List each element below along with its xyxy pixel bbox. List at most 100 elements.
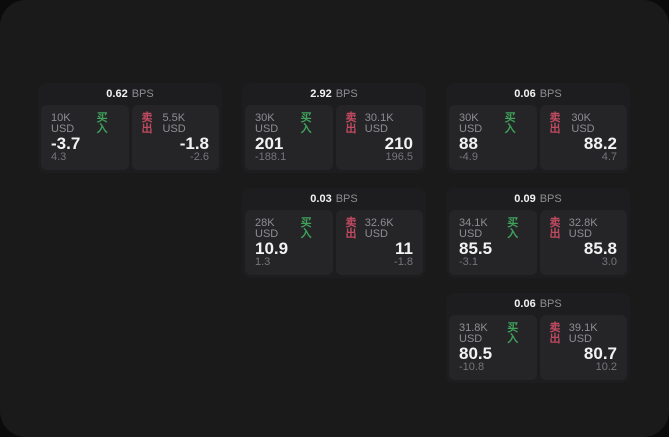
buy-delta: -188.1 (255, 151, 287, 163)
spread-header: 0.09 BPS (446, 188, 630, 210)
sell-price: 80.7 (583, 344, 617, 363)
spread-unit-label: BPS (335, 193, 358, 205)
quote-panels: 30K USD 买入 88 -4.9 卖出 30K USD 88.2 4.7 (446, 105, 630, 173)
sell-amount: 32.6K USD (364, 217, 394, 240)
buy-side-label: 买入 (300, 112, 312, 135)
quote-panels: 31.8K USD 买入 80.5 -10.8 卖出 39.1K USD 80.… (446, 315, 630, 383)
buy-amount: 30K USD (459, 112, 483, 135)
buy-side-label: 买入 (300, 217, 312, 240)
sell-amount: 5.5K USD (162, 112, 186, 135)
buy-amount: 34.1K USD (459, 217, 488, 240)
buy-panel-header: 10K USD 买入 (51, 113, 119, 135)
sell-side-label: 卖出 (345, 112, 357, 135)
sell-quote-panel[interactable]: 卖出 32.8K USD 85.8 3.0 (539, 210, 627, 275)
spread-value: 2.92 (310, 88, 332, 100)
sell-panel-header: 卖出 30.1K USD (346, 113, 414, 135)
sell-side-label: 卖出 (345, 217, 357, 240)
sell-quote-panel[interactable]: 卖出 30K USD 88.2 4.7 (539, 105, 627, 170)
sell-delta: -1.8 (394, 256, 413, 268)
buy-panel-header: 31.8K USD 买入 (459, 323, 527, 345)
buy-panel-header: 30K USD 买入 (459, 113, 527, 135)
buy-panel-header: 34.1K USD 买入 (459, 218, 527, 240)
buy-side-label: 买入 (507, 322, 519, 345)
quote-card-1: 0.62 BPS 10K USD 买入 -3.7 4.3 卖出 5.5K USD (38, 83, 222, 173)
sell-price: 88.2 (583, 134, 617, 153)
buy-price: 10.9 (255, 239, 289, 258)
buy-side-label: 买入 (507, 217, 519, 240)
buy-delta: 4.3 (51, 151, 67, 163)
buy-delta: 1.3 (255, 256, 271, 268)
spread-value: 0.03 (310, 193, 332, 205)
sell-price: 11 (395, 239, 413, 258)
quote-card-6: 0.06 BPS 31.8K USD 买入 80.5 -10.8 卖出 39.1… (446, 293, 630, 383)
sell-side-label: 卖出 (549, 112, 561, 135)
sell-amount: 30.1K USD (364, 112, 394, 135)
buy-quote-panel[interactable]: 28K USD 买入 10.9 1.3 (245, 210, 333, 275)
sell-panel-header: 卖出 30K USD (550, 113, 618, 135)
buy-panel-header: 28K USD 买入 (255, 218, 323, 240)
buy-panel-header: 30K USD 买入 (255, 113, 323, 135)
sell-panel-header: 卖出 39.1K USD (550, 323, 618, 345)
sell-delta: 4.7 (601, 151, 617, 163)
spread-value: 0.06 (514, 298, 536, 310)
sell-amount: 39.1K USD (568, 322, 598, 345)
sell-delta: -2.6 (190, 151, 209, 163)
spread-unit-label: BPS (539, 88, 562, 100)
buy-quote-panel[interactable]: 10K USD 买入 -3.7 4.3 (41, 105, 129, 170)
sell-quote-panel[interactable]: 卖出 5.5K USD -1.8 -2.6 (131, 105, 219, 170)
sell-panel-header: 卖出 5.5K USD (142, 113, 210, 135)
buy-side-label: 买入 (504, 112, 516, 135)
buy-amount: 31.8K USD (459, 322, 488, 345)
quote-card-5: 0.09 BPS 34.1K USD 买入 85.5 -3.1 卖出 32.8K… (446, 188, 630, 278)
sell-panel-header: 卖出 32.8K USD (550, 218, 618, 240)
sell-amount: 32.8K USD (568, 217, 598, 240)
quote-card-2: 2.92 BPS 30K USD 买入 201 -188.1 卖出 30.1K … (242, 83, 426, 173)
spread-value: 0.62 (106, 88, 128, 100)
sell-quote-panel[interactable]: 卖出 30.1K USD 210 196.5 (335, 105, 423, 170)
buy-delta: -3.1 (459, 256, 478, 268)
spread-header: 0.62 BPS (38, 83, 222, 105)
quote-card-4: 0.03 BPS 28K USD 买入 10.9 1.3 卖出 32.6K US… (242, 188, 426, 278)
buy-price: 201 (255, 134, 284, 153)
sell-delta: 196.5 (385, 151, 413, 163)
sell-quote-panel[interactable]: 卖出 32.6K USD 11 -1.8 (335, 210, 423, 275)
buy-delta: -4.9 (459, 151, 478, 163)
spread-unit-label: BPS (539, 193, 562, 205)
spread-header: 0.06 BPS (446, 83, 630, 105)
sell-panel-header: 卖出 32.6K USD (346, 218, 414, 240)
buy-amount: 28K USD (255, 217, 279, 240)
spread-value: 0.09 (514, 193, 536, 205)
quote-panels: 30K USD 买入 201 -188.1 卖出 30.1K USD 210 1… (242, 105, 426, 173)
buy-delta: -10.8 (459, 361, 485, 373)
spread-header: 0.06 BPS (446, 293, 630, 315)
buy-quote-panel[interactable]: 34.1K USD 买入 85.5 -3.1 (449, 210, 537, 275)
quote-cards-grid: 0.62 BPS 10K USD 买入 -3.7 4.3 卖出 5.5K USD (38, 83, 630, 383)
buy-amount: 10K USD (51, 112, 75, 135)
spread-header: 2.92 BPS (242, 83, 426, 105)
buy-price: 85.5 (459, 239, 493, 258)
quote-panels: 34.1K USD 买入 85.5 -3.1 卖出 32.8K USD 85.8… (446, 210, 630, 278)
buy-quote-panel[interactable]: 30K USD 买入 201 -188.1 (245, 105, 333, 170)
buy-quote-panel[interactable]: 30K USD 买入 88 -4.9 (449, 105, 537, 170)
sell-price: 210 (384, 134, 413, 153)
quote-panels: 10K USD 买入 -3.7 4.3 卖出 5.5K USD -1.8 -2.… (38, 105, 222, 173)
sell-amount: 30K USD (571, 112, 595, 135)
buy-price: -3.7 (51, 134, 81, 153)
sell-price: -1.8 (179, 134, 209, 153)
spread-unit-label: BPS (539, 298, 562, 310)
sell-price: 85.8 (583, 239, 617, 258)
sell-side-label: 卖出 (549, 217, 561, 240)
sell-delta: 3.0 (601, 256, 617, 268)
buy-amount: 30K USD (255, 112, 279, 135)
quote-card-3: 0.06 BPS 30K USD 买入 88 -4.9 卖出 30K USD (446, 83, 630, 173)
sell-delta: 10.2 (595, 361, 617, 373)
buy-price: 88 (459, 134, 478, 153)
sell-side-label: 卖出 (549, 322, 561, 345)
spread-unit-label: BPS (335, 88, 358, 100)
buy-quote-panel[interactable]: 31.8K USD 买入 80.5 -10.8 (449, 315, 537, 380)
spread-value: 0.06 (514, 88, 536, 100)
sell-quote-panel[interactable]: 卖出 39.1K USD 80.7 10.2 (539, 315, 627, 380)
spread-unit-label: BPS (131, 88, 154, 100)
sell-side-label: 卖出 (141, 112, 153, 135)
spread-header: 0.03 BPS (242, 188, 426, 210)
